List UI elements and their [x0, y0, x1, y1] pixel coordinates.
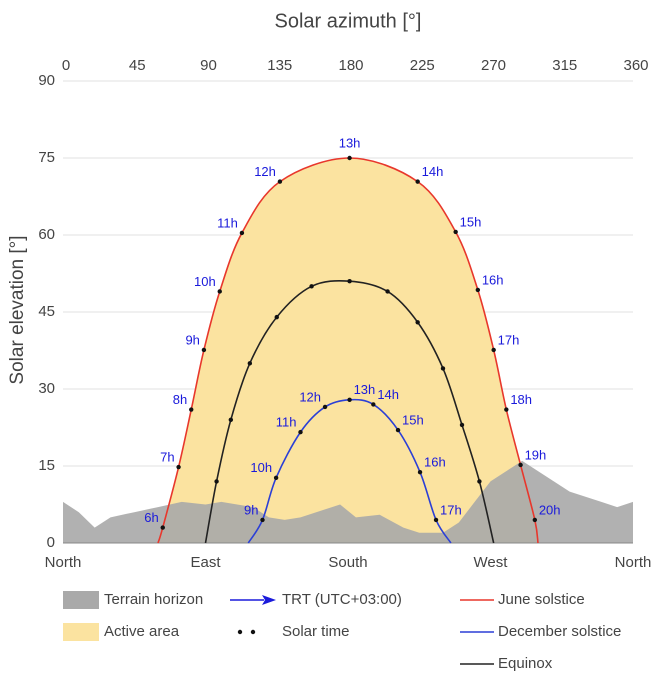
hour-point — [415, 179, 420, 184]
legend-label: Solar time — [282, 623, 350, 640]
hour-point — [347, 397, 352, 402]
legend-label: TRT (UTC+03:00) — [282, 591, 402, 608]
hour-point — [395, 427, 401, 433]
hour-label: 10h — [250, 460, 272, 475]
hour-label: 18h — [510, 392, 532, 407]
hour-label: 20h — [539, 502, 561, 517]
x-tick-label: 360 — [623, 57, 648, 74]
hour-point — [504, 407, 509, 412]
hour-label: 15h — [402, 413, 424, 428]
hour-point — [453, 229, 458, 235]
legend-label: December solstice — [498, 623, 621, 640]
hour-point — [217, 289, 222, 294]
x-tick-label: 45 — [129, 57, 146, 74]
x-tick-label: 135 — [267, 57, 292, 74]
hour-point — [247, 361, 253, 366]
x-tick-label: 225 — [410, 57, 435, 74]
x-tick-label: 315 — [552, 57, 577, 74]
hour-point — [440, 366, 446, 371]
hour-point — [477, 479, 482, 484]
legend-label: Active area — [104, 623, 180, 640]
hour-point — [491, 347, 496, 353]
y-tick-label: 60 — [38, 226, 55, 243]
hour-point — [347, 155, 352, 161]
hour-point — [309, 284, 314, 289]
legend-swatch — [63, 623, 99, 641]
x-tick-label: South — [328, 554, 367, 571]
hour-label: 13h — [339, 135, 361, 150]
legend-arrow — [262, 595, 276, 605]
hour-point — [160, 525, 165, 530]
x-tick-label: North — [45, 554, 82, 571]
x-tick-label: 180 — [338, 57, 363, 74]
legend-label: June solstice — [498, 591, 585, 608]
hour-point — [371, 402, 376, 407]
legend-dot — [250, 629, 256, 635]
hour-point — [518, 462, 523, 468]
chart-title: Solar azimuth [°] — [275, 10, 422, 32]
x-tick-label: 270 — [481, 57, 506, 74]
hour-label: 11h — [217, 215, 238, 230]
y-tick-label: 75 — [38, 149, 55, 166]
hour-point — [277, 179, 283, 184]
hour-label: 19h — [525, 447, 547, 462]
hour-point — [260, 517, 265, 523]
hour-point — [475, 287, 481, 293]
legend: Terrain horizon Active area TRT (UTC+03:00… — [63, 591, 621, 672]
legend-swatch — [63, 591, 99, 609]
hour-label: 13h — [354, 382, 376, 397]
hour-point — [189, 407, 194, 412]
hour-label: 6h — [144, 510, 158, 525]
hour-label: 7h — [160, 449, 174, 464]
legend-dot — [237, 629, 243, 635]
hour-label: 17h — [440, 502, 462, 517]
hour-point — [176, 464, 181, 470]
hour-point — [532, 517, 538, 523]
hour-point — [347, 279, 352, 284]
x-tick-label: North — [615, 554, 651, 571]
x-tick-label: East — [190, 554, 221, 571]
hour-point — [417, 469, 423, 475]
terrain-horizon — [63, 460, 633, 543]
hour-label: 9h — [185, 332, 199, 347]
hour-point — [273, 475, 279, 481]
hour-label: 11h — [276, 415, 297, 430]
x-tick-label: 0 — [62, 57, 70, 74]
hour-label: 14h — [422, 164, 444, 179]
hour-label: 16h — [482, 272, 504, 287]
hour-label: 15h — [460, 214, 482, 229]
hour-point — [459, 422, 465, 428]
x-tick-label: West — [474, 554, 509, 571]
legend-label: Terrain horizon — [104, 591, 203, 608]
hour-point — [274, 314, 279, 320]
hour-point — [385, 289, 390, 294]
hour-point — [239, 230, 245, 236]
y-tick-label: 45 — [38, 303, 55, 320]
hour-point — [228, 417, 234, 422]
hour-point — [298, 429, 303, 435]
hour-label: 17h — [498, 332, 520, 347]
hour-point — [433, 517, 439, 523]
legend-label: Equinox — [498, 655, 553, 672]
hour-label: 9h — [244, 502, 258, 517]
x-tick-label: 90 — [200, 57, 217, 74]
y-axis-title: Solar elevation [°] — [7, 235, 28, 384]
hour-label: 8h — [173, 392, 187, 407]
hour-point — [322, 404, 328, 410]
hour-label: 10h — [194, 274, 216, 289]
hour-label: 14h — [377, 387, 399, 402]
hour-point — [415, 320, 420, 325]
y-tick-label: 90 — [38, 72, 55, 89]
active-area — [158, 158, 538, 543]
y-tick-label: 30 — [38, 380, 55, 397]
hour-label: 12h — [254, 164, 276, 179]
hour-point — [214, 479, 219, 484]
hour-point — [201, 347, 207, 353]
hour-label: 16h — [424, 455, 446, 470]
hour-label: 12h — [299, 389, 321, 404]
y-tick-label: 15 — [38, 457, 55, 474]
y-tick-label: 0 — [47, 534, 55, 551]
